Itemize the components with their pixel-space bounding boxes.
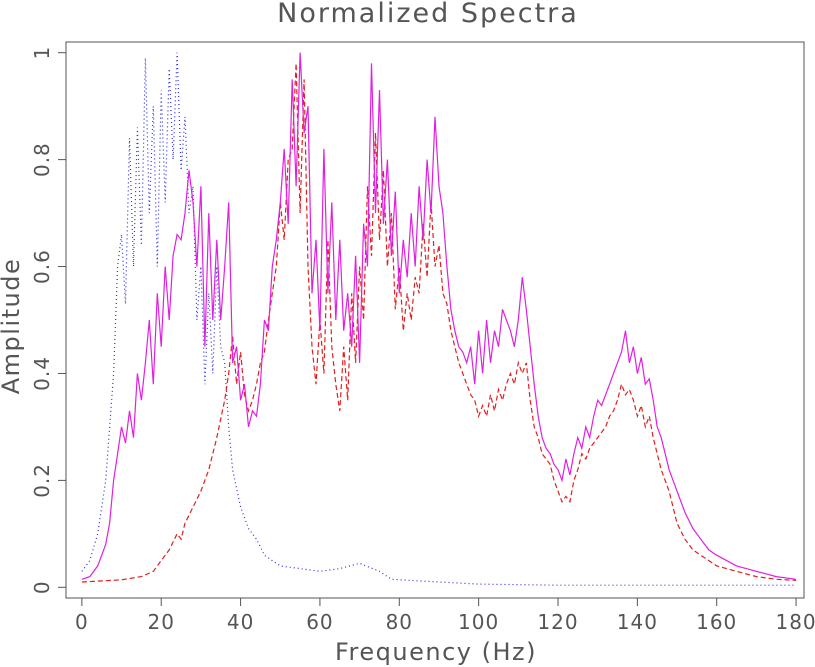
series-layer xyxy=(81,52,797,586)
x-tick-label: 160 xyxy=(696,610,737,634)
y-tick-label: 0.2 xyxy=(30,463,54,498)
x-tick-label: 80 xyxy=(386,610,413,634)
y-tick-label: 0.8 xyxy=(30,142,54,177)
series-line-dotted xyxy=(81,52,797,586)
y-axis: 0 0.2 0.4 0.6 0.8 1 xyxy=(30,46,66,594)
x-tick-label: 0 xyxy=(75,610,89,634)
x-tick-label: 180 xyxy=(775,610,815,634)
x-tick-label: 120 xyxy=(537,610,578,634)
chart-title: Normalized Spectra xyxy=(277,0,579,29)
y-tick-label: 0 xyxy=(30,580,54,594)
x-tick-label: 40 xyxy=(227,610,254,634)
y-tick-label: 0.6 xyxy=(30,249,54,284)
plot-frame xyxy=(65,41,805,599)
x-tick-label: 140 xyxy=(617,610,658,634)
y-tick-label: 1 xyxy=(30,46,54,60)
x-tick-label: 20 xyxy=(147,610,174,634)
y-axis-title: Amplitude xyxy=(0,258,25,395)
series-line-solid xyxy=(81,52,797,580)
x-tick-label: 60 xyxy=(306,610,333,634)
x-axis: 0 20 40 60 80 100 120 140 160 180 xyxy=(75,598,815,634)
x-axis-title: Frequency (Hz) xyxy=(335,638,537,666)
series-line-dashed xyxy=(81,63,797,583)
x-tick-label: 100 xyxy=(458,610,499,634)
y-tick-label: 0.4 xyxy=(30,356,54,391)
